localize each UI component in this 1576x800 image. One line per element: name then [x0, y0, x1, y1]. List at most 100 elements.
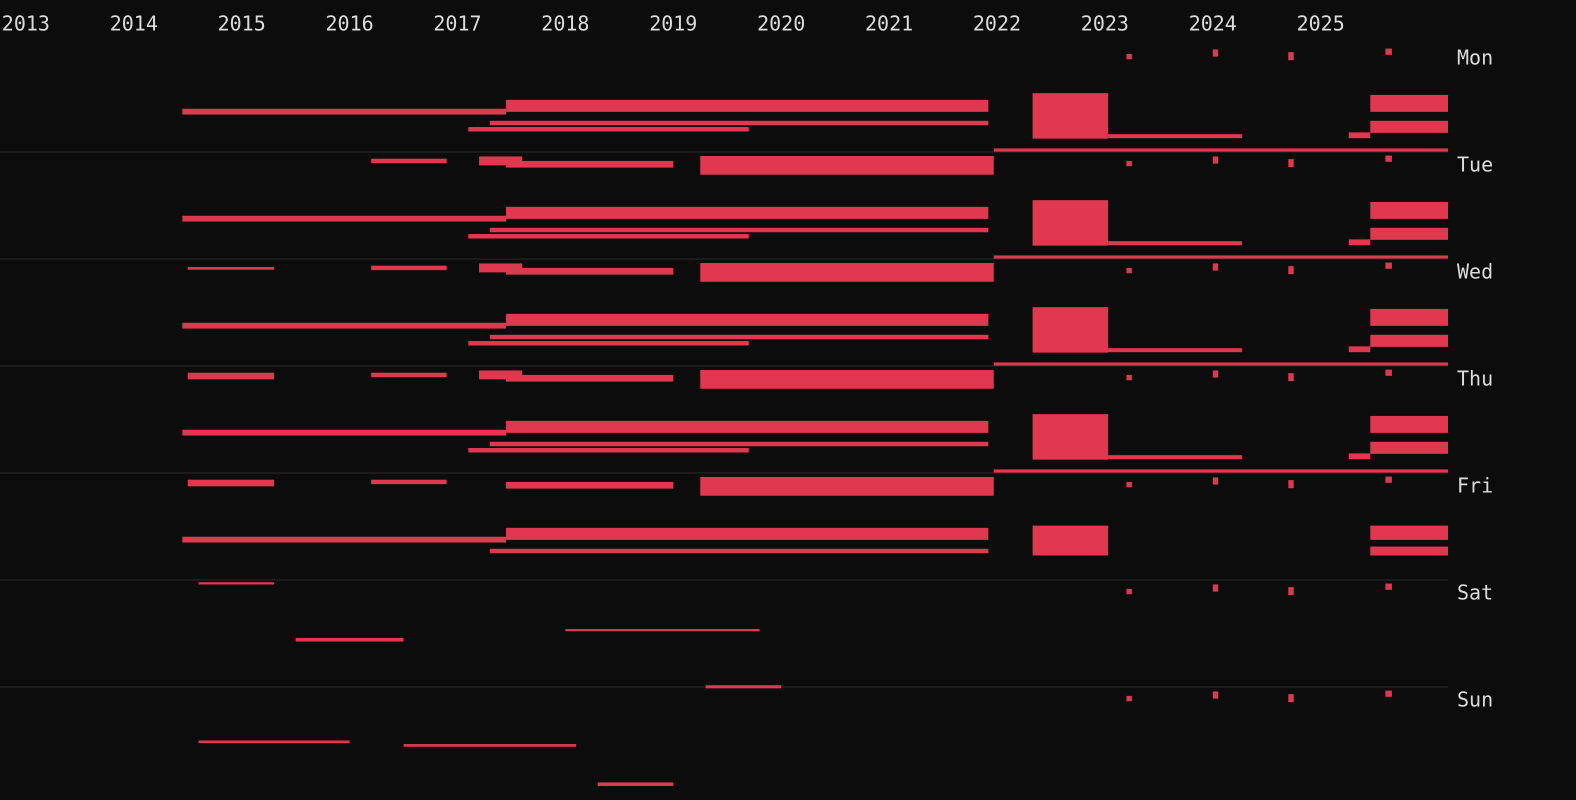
- activity-block: [187, 267, 275, 270]
- activity-block: [1212, 584, 1219, 592]
- activity-block: [468, 448, 749, 453]
- labels: 2013 2014 2015 2016 2017 2018 2019 2020 2021 2022…: [2, 12, 1493, 712]
- activity-block: [506, 267, 674, 275]
- activity-block: [489, 120, 989, 126]
- activity-block: [371, 372, 447, 378]
- activity-block: [1288, 159, 1294, 168]
- activity-block: [1385, 476, 1392, 483]
- activity-block: [1288, 480, 1294, 489]
- activity-block: [506, 527, 989, 540]
- x-tick-label: 2020: [757, 12, 805, 36]
- x-tick-label: 2019: [649, 12, 697, 36]
- activity-block: [597, 782, 674, 786]
- activity-block: [295, 637, 404, 642]
- activity-block: [1126, 588, 1132, 595]
- activity-block: [705, 685, 782, 689]
- activity-block: [506, 206, 989, 219]
- activity-block: [1032, 525, 1109, 556]
- activity-block: [1126, 53, 1132, 60]
- activity-block: [1108, 134, 1242, 139]
- activity-block: [993, 255, 1448, 259]
- activity-block: [479, 263, 523, 273]
- activity-block: [468, 127, 749, 132]
- activity-block: [182, 536, 507, 543]
- activity-block: [565, 629, 760, 632]
- activity-block: [1370, 546, 1448, 556]
- activity-block: [187, 479, 275, 487]
- activity-block: [506, 374, 674, 382]
- y-tick-label: Wed: [1457, 260, 1493, 284]
- activity-block: [1032, 307, 1109, 353]
- activity-block: [506, 160, 674, 168]
- x-tick-label: 2022: [973, 12, 1021, 36]
- activity-block: [1108, 241, 1242, 246]
- activity-block: [371, 158, 447, 164]
- activity-block: [1212, 477, 1219, 485]
- y-tick-label: Sun: [1457, 688, 1493, 712]
- activity-block: [1385, 369, 1392, 376]
- activity-block: [198, 740, 350, 744]
- activity-block: [1108, 455, 1242, 460]
- activity-block: [1212, 49, 1219, 57]
- activity-block: [403, 744, 577, 747]
- activity-block: [1385, 690, 1392, 697]
- activity-block: [506, 420, 989, 433]
- activity-block: [1212, 263, 1219, 271]
- activity-block: [1288, 373, 1294, 382]
- x-tick-label: 2015: [218, 12, 266, 36]
- x-tick-label: 2021: [865, 12, 913, 36]
- activity-block: [1288, 52, 1294, 61]
- x-tick-label: 2024: [1189, 12, 1237, 36]
- activity-block: [1126, 695, 1132, 702]
- activity-block: [371, 479, 447, 485]
- activity-block: [993, 148, 1448, 152]
- activity-block: [1370, 201, 1448, 219]
- activity-block: [182, 322, 507, 329]
- activity-block: [489, 334, 989, 340]
- x-tick-label: 2018: [541, 12, 589, 36]
- activity-block: [489, 548, 989, 554]
- activity-block: [1032, 414, 1109, 460]
- activity-block: [1126, 374, 1132, 381]
- activity-block: [700, 263, 994, 282]
- activity-block: [1212, 691, 1219, 699]
- x-tick-label: 2025: [1297, 12, 1345, 36]
- marks: [182, 48, 1448, 786]
- activity-block: [993, 362, 1448, 366]
- activity-block: [182, 429, 507, 436]
- x-tick-label: 2023: [1081, 12, 1129, 36]
- activity-block: [1385, 48, 1392, 55]
- activity-block: [479, 370, 523, 380]
- x-tick-label: 2014: [110, 12, 158, 36]
- y-tick-label: Fri: [1457, 474, 1493, 498]
- activity-block: [468, 341, 749, 346]
- y-tick-label: Tue: [1457, 153, 1493, 177]
- activity-block: [182, 108, 507, 115]
- activity-block: [506, 99, 989, 112]
- activity-block: [506, 313, 989, 326]
- activity-block: [1370, 415, 1448, 433]
- activity-block: [489, 227, 989, 233]
- activity-block: [1288, 694, 1294, 703]
- activity-block: [1212, 370, 1219, 378]
- activity-block: [1370, 441, 1448, 454]
- activity-block: [1126, 481, 1132, 488]
- activity-block: [1370, 525, 1448, 540]
- activity-block: [1212, 156, 1219, 164]
- activity-block: [371, 265, 447, 271]
- x-tick-label: 2013: [2, 12, 50, 36]
- activity-block: [1370, 334, 1448, 347]
- activity-block: [506, 481, 674, 489]
- activity-block: [1348, 453, 1371, 460]
- activity-block: [1370, 120, 1448, 133]
- activity-block: [700, 156, 994, 175]
- activity-block: [1288, 587, 1294, 596]
- activity-block: [1385, 262, 1392, 269]
- activity-block: [1348, 239, 1371, 246]
- activity-block: [1032, 200, 1109, 246]
- y-tick-label: Thu: [1457, 367, 1493, 391]
- activity-block: [1370, 227, 1448, 240]
- activity-block: [1370, 94, 1448, 112]
- x-tick-label: 2016: [326, 12, 374, 36]
